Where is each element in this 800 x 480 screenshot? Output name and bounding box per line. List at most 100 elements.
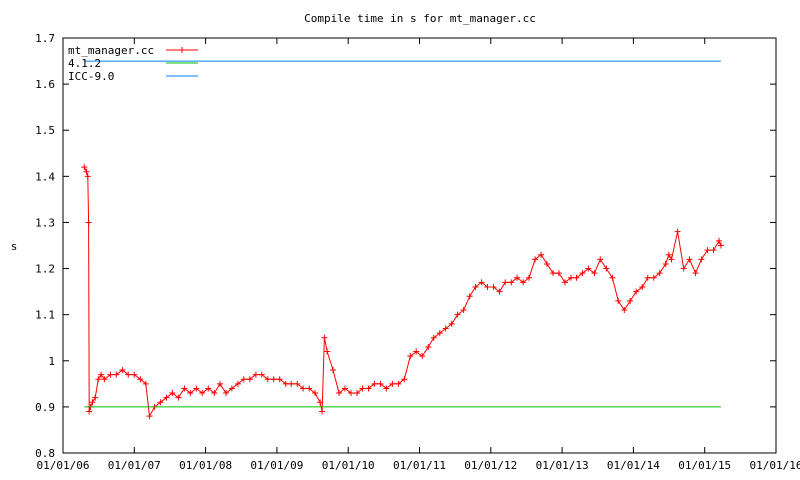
data-point — [205, 385, 212, 392]
data-point — [520, 279, 527, 286]
y-tick-label: 1.3 — [35, 216, 55, 229]
data-point — [603, 265, 610, 272]
data-point — [211, 390, 218, 397]
y-tick-label: 0.8 — [35, 447, 55, 460]
data-point — [341, 385, 348, 392]
data-point — [401, 376, 408, 383]
data-point — [430, 334, 437, 341]
data-point — [668, 256, 675, 263]
data-point — [84, 173, 91, 180]
plot-frame — [62, 37, 777, 454]
data-point — [157, 399, 164, 406]
y-tick-label: 1.5 — [35, 124, 55, 137]
data-point — [131, 371, 138, 378]
x-tick-label: 01/01/13 — [536, 459, 589, 472]
x-tick-label: 01/01/08 — [179, 459, 232, 472]
data-point — [665, 251, 672, 258]
x-tick-label: 01/01/09 — [250, 459, 303, 472]
data-point — [223, 390, 230, 397]
data-point — [89, 399, 96, 406]
data-point — [321, 334, 328, 341]
data-point — [317, 399, 324, 406]
x-tick-label: 01/01/11 — [393, 459, 446, 472]
data-point — [101, 376, 108, 383]
data-point — [686, 256, 693, 263]
data-point — [555, 270, 562, 277]
data-point — [258, 371, 265, 378]
x-tick-label: 01/01/14 — [607, 459, 660, 472]
x-tick-label: 01/01/12 — [464, 459, 517, 472]
data-point — [692, 270, 699, 277]
data-point — [137, 376, 144, 383]
series-layer — [81, 60, 724, 420]
data-point — [496, 288, 503, 295]
x-tick-label: 01/01/07 — [108, 459, 161, 472]
data-point — [228, 385, 235, 392]
data-point — [377, 380, 384, 387]
data-point — [514, 274, 521, 281]
data-point — [568, 274, 575, 281]
data-point — [330, 367, 337, 373]
data-point — [252, 371, 259, 378]
data-point — [146, 413, 153, 420]
data-point — [306, 385, 313, 392]
y-tick-label: 1.4 — [35, 170, 55, 183]
data-point — [704, 247, 711, 254]
data-point — [83, 168, 90, 175]
data-point — [621, 307, 628, 314]
data-point — [181, 385, 188, 392]
data-point — [270, 376, 277, 383]
data-point — [234, 380, 241, 387]
data-point — [246, 376, 253, 383]
data-point — [107, 371, 114, 378]
data-point — [163, 394, 170, 401]
data-point — [543, 260, 550, 267]
y-tick-label: 1.2 — [35, 263, 55, 276]
data-point — [288, 380, 295, 387]
data-point — [395, 380, 402, 387]
x-tick-label: 01/01/16 — [750, 459, 800, 472]
y-tick-label: 0.9 — [35, 401, 55, 414]
data-point — [319, 408, 326, 415]
data-point — [85, 219, 92, 226]
data-point — [347, 390, 354, 397]
data-point — [460, 307, 467, 314]
data-point — [442, 325, 449, 332]
data-point — [597, 256, 604, 263]
data-point — [419, 353, 426, 360]
data-point — [532, 256, 539, 263]
data-point — [276, 376, 283, 383]
data-point — [656, 270, 663, 277]
data-point — [365, 385, 372, 392]
legend-label: ICC-9.0 — [68, 70, 114, 83]
data-point — [312, 390, 319, 397]
data-point — [585, 265, 592, 272]
data-point — [639, 284, 646, 290]
data-point — [550, 270, 557, 277]
data-point — [715, 237, 722, 244]
data-point — [98, 371, 105, 378]
data-point — [484, 284, 491, 290]
data-point — [436, 330, 443, 337]
y-tick-label: 1.6 — [35, 78, 55, 91]
data-point — [478, 279, 485, 286]
data-point — [538, 251, 545, 258]
x-tick-label: 01/01/10 — [322, 459, 375, 472]
y-axis-label: s — [11, 240, 18, 253]
data-point — [502, 279, 509, 286]
data-point — [282, 380, 289, 387]
data-point — [698, 256, 705, 263]
data-point — [119, 367, 126, 373]
data-point — [662, 260, 669, 267]
data-point — [240, 376, 247, 383]
data-point — [324, 348, 331, 355]
data-point — [199, 390, 206, 397]
data-point — [454, 311, 461, 318]
data-point — [336, 390, 343, 397]
y-tick-label: 1.7 — [35, 32, 55, 45]
data-point — [175, 394, 182, 401]
data-point — [591, 270, 598, 277]
data-point — [717, 242, 724, 249]
